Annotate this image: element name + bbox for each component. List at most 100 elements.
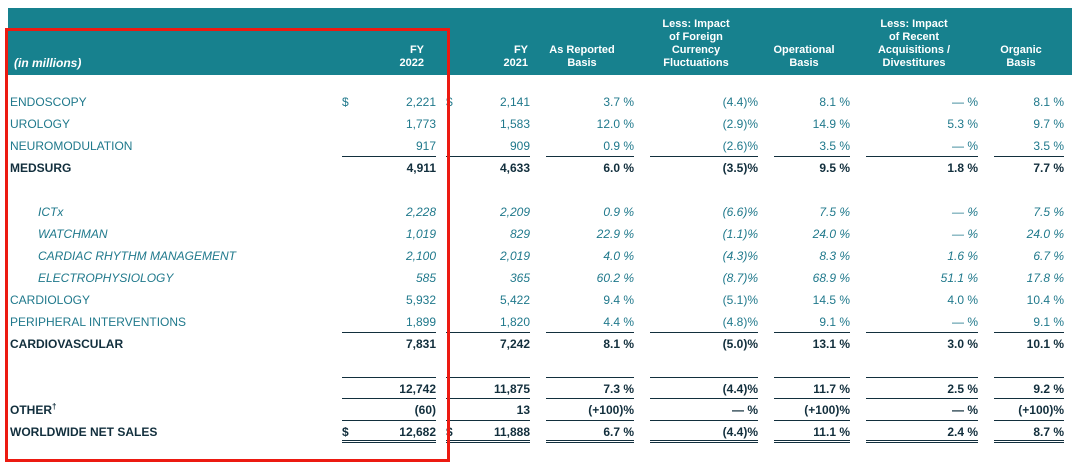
table-row: NEUROMODULATION 917 909 0.9 % (2.6)% 3.5 % — %…: [8, 135, 1072, 157]
cell-fy2021-value: 365: [509, 271, 530, 285]
header-acquisitions-impact: Less: Impact of Recent Acquisitions / Di…: [877, 18, 951, 70]
net-sales-table: (in millions) FY 2022 FY 2021 As Reporte…: [8, 8, 1072, 443]
cell-organic-basis: (+100)%: [994, 399, 1064, 421]
row-label: CARDIOLOGY: [10, 293, 91, 307]
cell-fy2021-value: 11,875: [466, 377, 530, 399]
cell-as-reported-basis: 7.3 %: [546, 377, 634, 399]
table-row: ICTx 2,228 2,209 0.9 % (6.6)% 7.5 % — % 7.5 %: [8, 201, 1072, 223]
cell-fy2021-value: 909: [466, 135, 530, 157]
cell-fy2021-value: 11,888: [466, 421, 530, 443]
table-row: CARDIOLOGY 5,932 5,422 9.4 % (5.1)% 14.5 % 4.0…: [8, 289, 1072, 311]
row-label: NEUROMODULATION: [10, 139, 133, 153]
cell-organic-basis: 9.2 %: [994, 377, 1064, 399]
cell-dollar-fy2022: [342, 113, 352, 135]
cell-organic-basis: 8.1 %: [1033, 95, 1064, 109]
cell-fy2022-value: 1,773: [405, 117, 436, 131]
cell-fx-impact: (2.9)%: [722, 117, 758, 131]
cell-organic-basis: 10.4 %: [1026, 293, 1064, 307]
cell-fy2021-value: 5,422: [499, 293, 530, 307]
spacer-row: [8, 355, 1072, 377]
cell-as-reported-basis: 22.9 %: [596, 227, 634, 241]
cell-operational-basis: 68.9 %: [812, 271, 850, 285]
cell-fy2022-value: (60): [352, 399, 436, 421]
table-body: ENDOSCOPY $2,221 $2,141 3.7 % (4.4)% 8.1 % — %…: [8, 91, 1072, 443]
table-row: ENDOSCOPY $2,221 $2,141 3.7 % (4.4)% 8.1 % — %…: [8, 91, 1072, 113]
cell-acquisitions-impact: 1.8 %: [947, 161, 978, 175]
cell-operational-basis: (+100)%: [774, 399, 850, 421]
cell-fy2022-value: 585: [415, 271, 436, 285]
cell-fy2021-value: 2,141: [499, 95, 530, 109]
cell-fx-impact: (8.7)%: [722, 271, 758, 285]
cell-as-reported-basis: (+100)%: [546, 399, 634, 421]
table-header: (in millions) FY 2022 FY 2021 As Reporte…: [8, 8, 1072, 75]
cell-fy2021-value: 2,019: [499, 249, 530, 263]
table-row: CARDIOVASCULAR 7,831 7,242 8.1 % (5.0)% 13.1 …: [8, 333, 1072, 355]
cell-fy2022-value: 1,899: [352, 311, 436, 333]
cell-organic-basis: 6.7 %: [1033, 249, 1064, 263]
table-row: WORLDWIDE NET SALES $12,682 $11,888 6.7 % (4…: [8, 421, 1072, 443]
header-fy2022: FY 2022: [399, 44, 424, 70]
cell-dollar-fy2021: [446, 399, 466, 421]
dagger-footnote-marker: †: [52, 402, 57, 411]
cell-fy2022-value: 2,228: [405, 205, 436, 219]
cell-fy2021-value: 1,820: [466, 311, 530, 333]
cell-operational-basis: 8.1 %: [819, 95, 850, 109]
cell-dollar-fy2022: [342, 223, 352, 245]
cell-acquisitions-impact: — %: [951, 95, 978, 109]
cell-organic-basis: 24.0 %: [1026, 227, 1064, 241]
cell-operational-basis: 9.1 %: [774, 311, 850, 333]
cell-organic-basis: 17.8 %: [1026, 271, 1064, 285]
cell-dollar-fy2021: $: [446, 95, 453, 109]
cell-dollar-fy2021: [446, 201, 466, 223]
cell-operational-basis: 13.1 %: [812, 337, 850, 351]
cell-acquisitions-impact: 2.5 %: [866, 377, 978, 399]
cell-fx-impact: (5.0)%: [722, 337, 758, 351]
cell-as-reported-basis: 4.4 %: [546, 311, 634, 333]
cell-dollar-fy2022: $: [342, 95, 349, 109]
cell-acquisitions-impact: — %: [866, 135, 978, 157]
cell-fy2021-value: 1,583: [499, 117, 530, 131]
header-organic-basis: Organic Basis: [1000, 44, 1042, 70]
cell-dollar-fy2022: [342, 377, 352, 399]
spacer-row: [8, 179, 1072, 201]
cell-organic-basis: 9.7 %: [1033, 117, 1064, 131]
cell-operational-basis: 3.5 %: [774, 135, 850, 157]
cell-fx-impact: (6.6)%: [722, 205, 758, 219]
cell-operational-basis: 14.9 %: [812, 117, 850, 131]
row-label: CARDIAC RHYTHM MANAGEMENT: [38, 249, 237, 263]
cell-fx-impact: (4.4)%: [722, 95, 758, 109]
cell-as-reported-basis: 6.0 %: [603, 161, 634, 175]
header-fy2021: FY 2021: [503, 44, 528, 70]
cell-fx-impact: (4.3)%: [722, 249, 758, 263]
row-label: ICTx: [38, 205, 64, 219]
cell-dollar-fy2022: [342, 201, 352, 223]
cell-acquisitions-impact: 4.0 %: [947, 293, 978, 307]
cell-acquisitions-impact: 5.3 %: [947, 117, 978, 131]
cell-operational-basis: 11.1 %: [774, 421, 850, 443]
cell-dollar-fy2022: [342, 267, 352, 289]
cell-organic-basis: 8.7 %: [994, 421, 1064, 443]
cell-fy2022-value: 2,100: [405, 249, 436, 263]
cell-fy2022-value: 2,221: [405, 95, 436, 109]
row-label: OTHER†: [10, 402, 57, 418]
cell-fx-impact: (4.4)%: [650, 421, 758, 443]
cell-fx-impact: (3.5)%: [722, 161, 758, 175]
row-label: WORLDWIDE NET SALES: [10, 425, 158, 439]
row-label: MEDSURG: [10, 161, 72, 175]
cell-dollar-fy2022: [342, 333, 352, 355]
cell-operational-basis: 24.0 %: [812, 227, 850, 241]
cell-fy2021-value: 13: [466, 399, 530, 421]
cell-acquisitions-impact: 2.4 %: [866, 421, 978, 443]
cell-fy2022-value: 12,682: [352, 421, 436, 443]
cell-dollar-fy2022: [342, 245, 352, 267]
cell-acquisitions-impact: — %: [951, 227, 978, 241]
cell-as-reported-basis: 3.7 %: [603, 95, 634, 109]
table-row: PERIPHERAL INTERVENTIONS 1,899 1,820 4.4 % (…: [8, 311, 1072, 333]
table-row: UROLOGY 1,773 1,583 12.0 % (2.9)% 14.9 % 5.3 %…: [8, 113, 1072, 135]
cell-acquisitions-impact: — %: [866, 311, 978, 333]
cell-fy2022-value: 12,742: [352, 377, 436, 399]
cell-dollar-fy2022: $: [342, 421, 352, 443]
cell-dollar-fy2021: [446, 289, 466, 311]
cell-organic-basis: 10.1 %: [1026, 337, 1064, 351]
cell-fy2022-value: 917: [352, 135, 436, 157]
